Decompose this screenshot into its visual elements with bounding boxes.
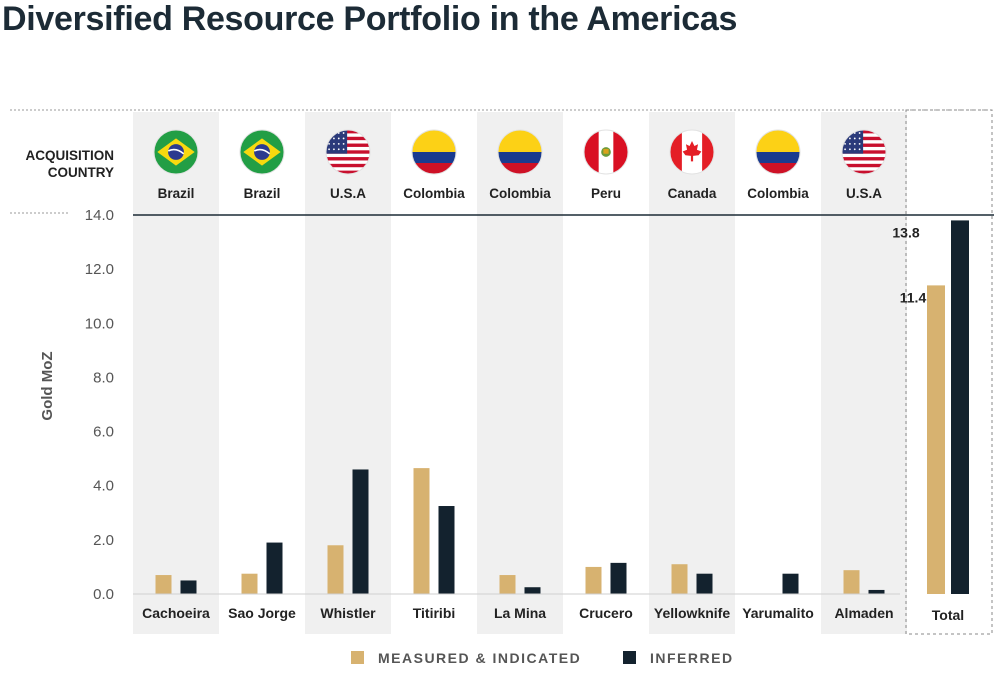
bar-measured-indicated bbox=[927, 285, 945, 594]
x-tick-label: Yellowknife bbox=[654, 605, 730, 621]
bar-inferred bbox=[868, 589, 885, 594]
x-tick-label: Titiribi bbox=[413, 605, 456, 621]
colombia-flag-icon bbox=[411, 129, 457, 175]
column-band bbox=[821, 112, 907, 634]
y-axis-label: Gold MoZ bbox=[39, 351, 56, 420]
y-tick-label: 12.0 bbox=[85, 261, 114, 278]
country-label: Brazil bbox=[244, 186, 281, 201]
bar-measured-indicated bbox=[155, 575, 172, 594]
usa-flag-icon bbox=[841, 129, 887, 175]
country-label: Colombia bbox=[489, 186, 551, 201]
y-tick-label: 0.0 bbox=[93, 586, 114, 603]
y-tick-label: 6.0 bbox=[93, 424, 114, 441]
bar-inferred bbox=[610, 562, 627, 594]
bar-measured-indicated bbox=[327, 545, 344, 594]
bar-inferred bbox=[352, 469, 369, 594]
page-title: Diversified Resource Portfolio in the Am… bbox=[2, 0, 738, 38]
bar-measured-indicated bbox=[843, 570, 860, 594]
colombia-flag-icon bbox=[755, 129, 801, 175]
country-label: Canada bbox=[668, 186, 717, 201]
bar-measured-indicated bbox=[499, 575, 516, 594]
x-tick-label: Sao Jorge bbox=[228, 605, 296, 621]
bar-measured-indicated bbox=[241, 573, 258, 594]
acquisition-label: ACQUISITION bbox=[25, 148, 114, 163]
legend-swatch-measured bbox=[351, 651, 364, 664]
x-tick-label: Cachoeira bbox=[142, 605, 210, 621]
bar-inferred bbox=[180, 580, 197, 594]
bar-measured-indicated bbox=[585, 566, 602, 594]
x-tick-label: La Mina bbox=[494, 605, 546, 621]
country-label: Colombia bbox=[403, 186, 465, 201]
x-tick-label: Crucero bbox=[579, 605, 633, 621]
legend-swatch-inferred bbox=[623, 651, 636, 664]
y-tick-label: 10.0 bbox=[85, 315, 114, 332]
country-label: Brazil bbox=[158, 186, 195, 201]
canada-flag-icon bbox=[669, 129, 715, 175]
column-band bbox=[649, 112, 735, 634]
colombia-flag-icon bbox=[497, 129, 543, 175]
x-tick-label: Whistler bbox=[320, 605, 376, 621]
bar-inferred bbox=[696, 573, 713, 594]
column-band bbox=[133, 112, 219, 634]
usa-flag-icon bbox=[325, 129, 371, 175]
x-tick-label: Almaden bbox=[834, 605, 893, 621]
bar-measured-indicated bbox=[413, 468, 430, 594]
bar-inferred bbox=[438, 506, 455, 594]
acquisition-label: COUNTRY bbox=[48, 165, 114, 180]
y-tick-label: 8.0 bbox=[93, 369, 114, 386]
peru-flag-icon bbox=[583, 129, 629, 175]
column-band bbox=[305, 112, 391, 634]
column-band bbox=[477, 112, 563, 634]
x-tick-label: Total bbox=[932, 607, 964, 623]
bar-inferred bbox=[782, 573, 799, 594]
data-label-inferred: 13.8 bbox=[892, 224, 919, 240]
y-tick-label: 4.0 bbox=[93, 478, 114, 495]
y-tick-label: 2.0 bbox=[93, 532, 114, 549]
country-label: U.S.A bbox=[330, 186, 366, 201]
brazil-flag-icon bbox=[239, 129, 285, 175]
country-label: U.S.A bbox=[846, 186, 882, 201]
x-tick-label: Yarumalito bbox=[742, 605, 814, 621]
legend-label-measured: MEASURED & INDICATED bbox=[378, 650, 581, 666]
bar-inferred bbox=[951, 220, 969, 594]
country-label: Peru bbox=[591, 186, 621, 201]
country-label: Colombia bbox=[747, 186, 809, 201]
y-tick-label: 14.0 bbox=[85, 207, 114, 224]
total-box bbox=[905, 109, 993, 635]
bar-inferred bbox=[266, 542, 283, 594]
bar-measured-indicated bbox=[671, 564, 688, 594]
legend-label-inferred: INFERRED bbox=[650, 650, 734, 666]
bar-inferred bbox=[524, 587, 541, 594]
data-label-measured: 11.4 bbox=[900, 289, 927, 305]
brazil-flag-icon bbox=[153, 129, 199, 175]
